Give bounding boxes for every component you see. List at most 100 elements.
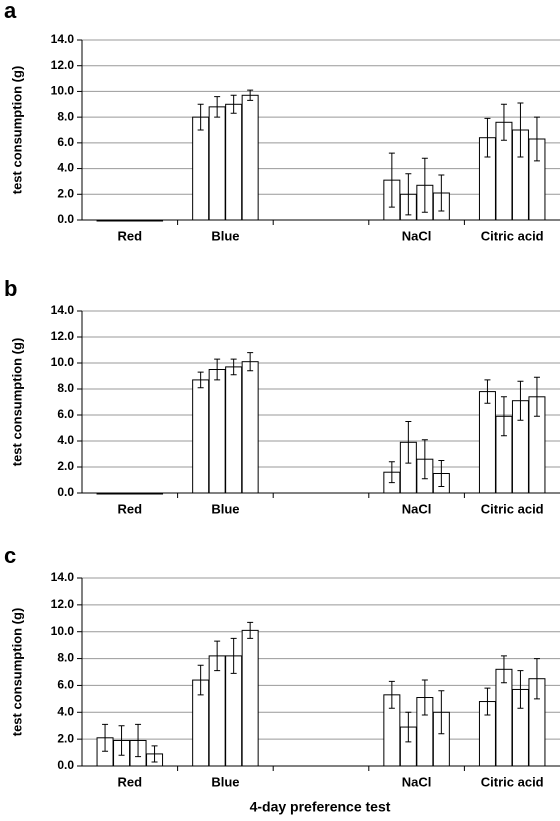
y-tick-label: 14.0 — [51, 570, 75, 584]
y-axis-label: test consumption (g) — [9, 608, 24, 737]
bar — [113, 219, 131, 222]
x-tick-label: NaCl — [402, 774, 432, 789]
y-tick-label: 12.0 — [51, 329, 75, 343]
error-bar — [230, 637, 237, 674]
error-bar — [102, 723, 109, 752]
error-bar — [517, 380, 524, 421]
y-tick-label: 10.0 — [51, 84, 75, 98]
y-tick-label: 10.0 — [51, 624, 75, 638]
y-tick-label: 6.0 — [57, 407, 74, 421]
bar — [208, 106, 226, 221]
error-bar — [500, 655, 507, 684]
y-tick-label: 0.0 — [57, 212, 74, 226]
y-tick-label: 2.0 — [57, 186, 74, 200]
y-tick-label: 8.0 — [57, 651, 74, 665]
error-bar — [214, 640, 221, 672]
bar — [208, 655, 226, 767]
bar — [241, 629, 259, 767]
x-tick-label: Citric acid — [481, 228, 544, 243]
error-bar — [533, 116, 540, 162]
error-bar — [533, 658, 540, 700]
error-bar — [438, 460, 445, 487]
bar — [96, 219, 114, 222]
error-bar — [500, 103, 507, 141]
bar — [208, 369, 226, 494]
error-bar — [484, 379, 491, 404]
x-tick-label: Red — [118, 228, 143, 243]
error-bar — [135, 723, 142, 758]
error-bar — [214, 358, 221, 381]
y-tick-label: 8.0 — [57, 381, 74, 395]
error-bar — [438, 174, 445, 212]
y-tick-label: 2.0 — [57, 731, 74, 745]
error-bar — [484, 117, 491, 158]
error-bar — [421, 679, 428, 716]
x-tick-label: NaCl — [402, 228, 432, 243]
bar — [96, 492, 114, 495]
x-axis-label: 4-day preference test — [250, 799, 391, 815]
error-bar — [388, 461, 395, 484]
y-tick-label: 10.0 — [51, 355, 75, 369]
bar — [225, 366, 243, 494]
error-bar — [230, 94, 237, 114]
x-tick-label: Blue — [211, 501, 239, 516]
x-tick-label: Blue — [211, 228, 239, 243]
x-tick-label: Citric acid — [481, 774, 544, 789]
error-bar — [197, 664, 204, 696]
panel-label: b — [4, 276, 17, 301]
error-bar — [517, 670, 524, 709]
bar — [129, 492, 147, 495]
x-tick-label: Citric acid — [481, 501, 544, 516]
error-bar — [230, 358, 237, 376]
bar — [113, 492, 131, 495]
error-bar — [197, 371, 204, 389]
y-tick-label: 14.0 — [51, 32, 75, 46]
panel-label: a — [4, 0, 17, 23]
y-tick-label: 12.0 — [51, 597, 75, 611]
error-bar — [500, 396, 507, 437]
error-bar — [388, 680, 395, 709]
error-bar — [247, 89, 254, 101]
error-bar — [247, 352, 254, 372]
error-bar — [421, 157, 428, 213]
x-tick-label: Blue — [211, 774, 239, 789]
bar — [478, 391, 496, 494]
y-tick-label: 8.0 — [57, 109, 74, 123]
error-bar — [405, 421, 412, 464]
error-bar — [405, 711, 412, 743]
y-tick-label: 4.0 — [57, 161, 74, 175]
error-bar — [517, 102, 524, 158]
bar — [146, 492, 164, 495]
bar — [241, 94, 259, 221]
bar — [192, 116, 210, 221]
error-bar — [484, 687, 491, 716]
panel-label: c — [4, 543, 16, 568]
bar — [241, 361, 259, 494]
y-axis-label: test consumption (g) — [9, 338, 24, 467]
y-tick-label: 4.0 — [57, 433, 74, 447]
error-bar — [118, 725, 125, 756]
bar — [129, 219, 147, 222]
error-bar — [197, 103, 204, 131]
error-bar — [151, 745, 158, 763]
y-tick-label: 4.0 — [57, 704, 74, 718]
bar — [192, 379, 210, 494]
bar — [146, 219, 164, 222]
y-axis-label: test consumption (g) — [9, 66, 24, 195]
error-bar — [247, 621, 254, 639]
y-tick-label: 6.0 — [57, 135, 74, 149]
error-bar — [214, 96, 221, 118]
error-bar — [405, 173, 412, 216]
y-tick-label: 2.0 — [57, 459, 74, 473]
x-tick-label: Red — [118, 774, 143, 789]
x-tick-label: Red — [118, 501, 143, 516]
y-tick-label: 12.0 — [51, 58, 75, 72]
x-tick-label: NaCl — [402, 501, 432, 516]
error-bar — [421, 439, 428, 480]
error-bar — [388, 152, 395, 208]
y-tick-label: 6.0 — [57, 678, 74, 692]
error-bar — [533, 376, 540, 417]
y-tick-label: 0.0 — [57, 485, 74, 499]
